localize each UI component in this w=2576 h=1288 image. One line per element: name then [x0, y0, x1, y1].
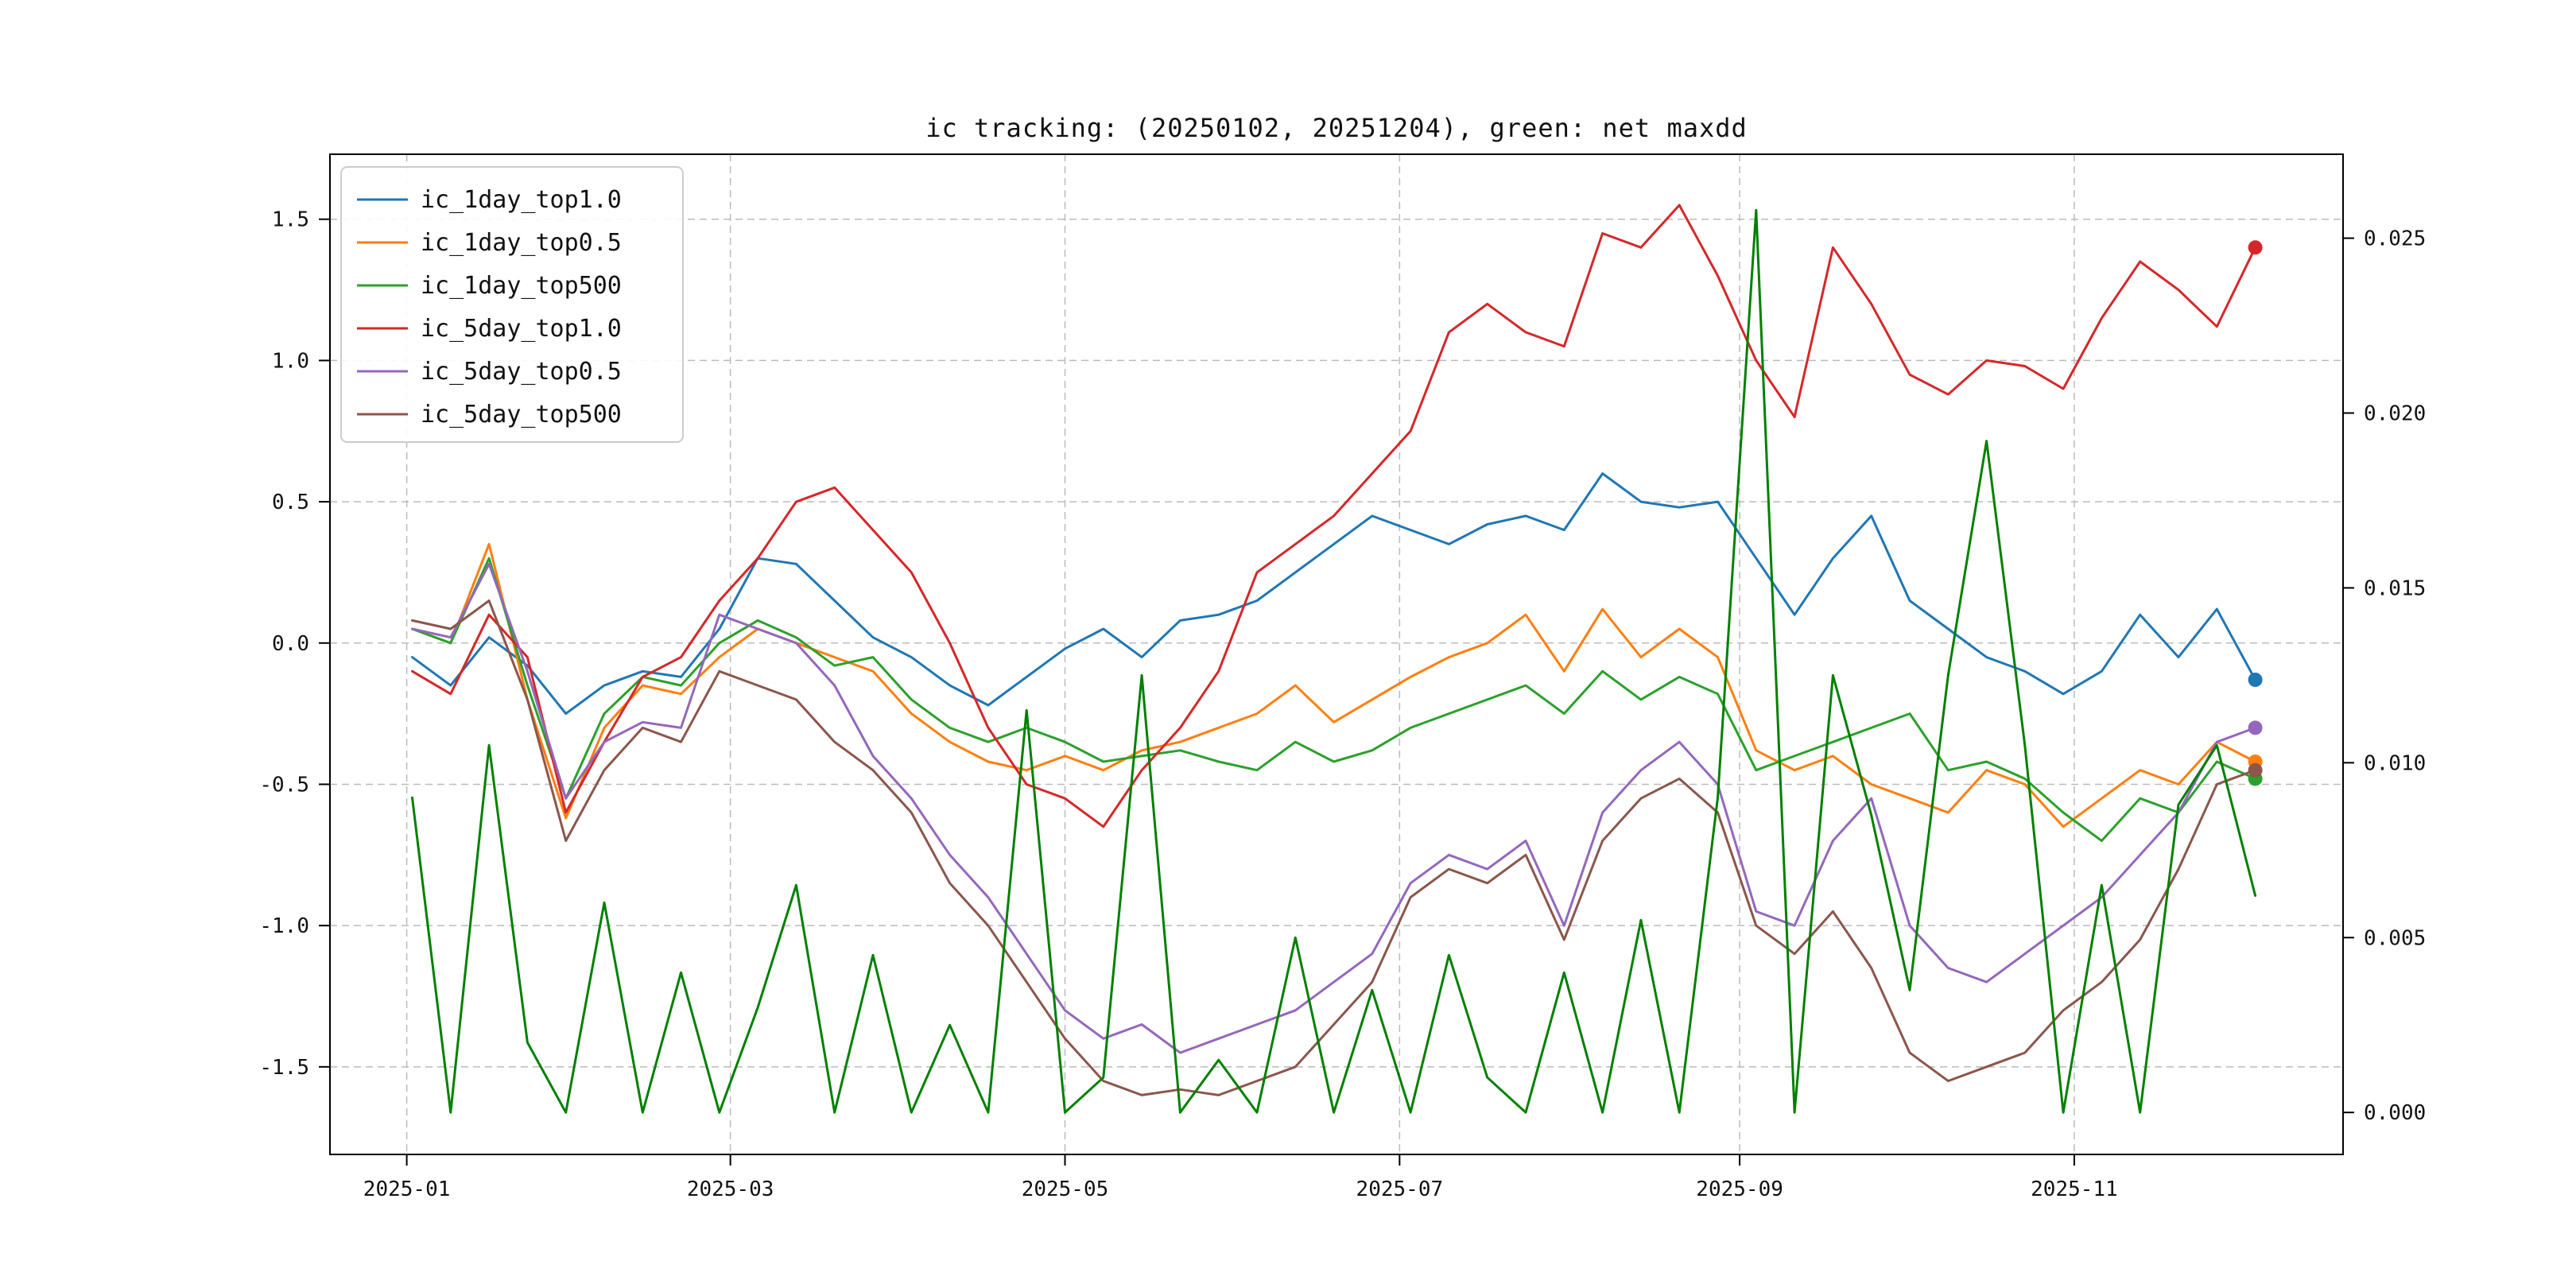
right-tick-label: 0.025 — [2364, 227, 2426, 251]
series-line-ic_5day_top0.5 — [411, 562, 2257, 1054]
series-end-marker-ic_1day_top1.0 — [2248, 673, 2263, 687]
legend — [340, 166, 684, 443]
left-tick-label: -1.0 — [259, 914, 309, 938]
legend-label-ic_5day_top500: ic_5day_top500 — [421, 401, 622, 429]
series-line-net_maxdd — [411, 208, 2257, 1114]
series-end-marker-ic_5day_top0.5 — [2248, 720, 2263, 735]
legend-label-ic_1day_top500: ic_1day_top500 — [421, 272, 622, 300]
series-line-ic_5day_top500 — [411, 599, 2257, 1096]
x-tick-label: 2025-11 — [2031, 1177, 2118, 1201]
legend-label-ic_5day_top1.0: ic_5day_top1.0 — [421, 315, 622, 343]
left-tick-label: 0.0 — [272, 632, 309, 656]
x-tick-label: 2025-05 — [1022, 1177, 1109, 1201]
legend-label-ic_1day_top1.0: ic_1day_top1.0 — [421, 186, 622, 214]
x-tick-label: 2025-01 — [363, 1177, 451, 1201]
x-tick-label: 2025-03 — [687, 1177, 774, 1201]
right-tick-label: 0.010 — [2364, 751, 2426, 775]
chart-title: ic tracking: (20250102, 20251204), green… — [925, 113, 1748, 143]
x-tick-label: 2025-07 — [1356, 1177, 1444, 1201]
x-tick-label: 2025-09 — [1696, 1177, 1783, 1201]
left-tick-label: 1.5 — [272, 208, 309, 232]
series-line-ic_1day_top0.5 — [411, 542, 2257, 828]
left-tick-label: 0.5 — [272, 491, 309, 514]
right-tick-label: 0.020 — [2364, 402, 2426, 425]
series-line-ic_5day_top1.0 — [411, 204, 2257, 828]
series-line-ic_1day_top1.0 — [411, 472, 2257, 716]
series-end-marker-ic_5day_top1.0 — [2248, 240, 2263, 255]
left-tick-label: -0.5 — [259, 773, 309, 797]
plot-frame — [329, 153, 2344, 1155]
right-tick-label: 0.015 — [2364, 576, 2426, 600]
right-tick-label: 0.000 — [2364, 1101, 2426, 1125]
legend-label-ic_1day_top0.5: ic_1day_top0.5 — [421, 229, 622, 257]
series-line-ic_1day_top500 — [411, 557, 2257, 842]
left-tick-label: 1.0 — [272, 349, 309, 373]
series-end-marker-ic_5day_top500 — [2248, 762, 2263, 778]
left-tick-label: -1.5 — [259, 1056, 309, 1080]
right-tick-label: 0.005 — [2364, 926, 2426, 950]
legend-label-ic_5day_top0.5: ic_5day_top0.5 — [421, 358, 622, 386]
